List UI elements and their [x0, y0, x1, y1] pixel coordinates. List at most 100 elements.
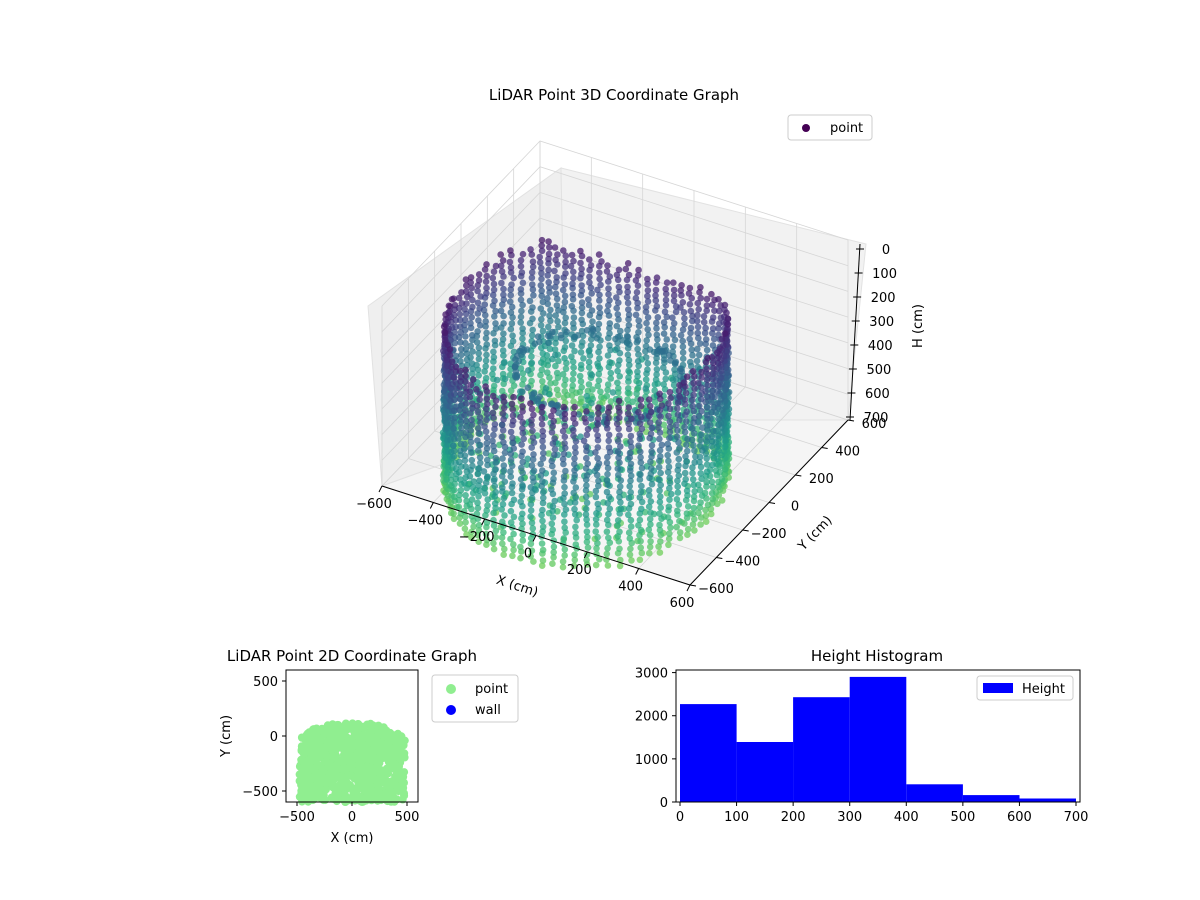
data-point	[466, 410, 474, 417]
data-point	[467, 427, 474, 434]
data-point	[702, 506, 709, 514]
data-point	[657, 538, 664, 545]
data-point	[550, 469, 558, 477]
data-point	[474, 328, 481, 335]
data-point	[530, 451, 537, 458]
data-point	[477, 419, 484, 426]
data-point	[546, 289, 553, 296]
data-point	[683, 373, 691, 381]
data-point	[655, 476, 662, 483]
data-point	[648, 424, 656, 432]
data-point	[647, 509, 654, 516]
data-point	[722, 386, 729, 394]
data-point	[595, 348, 602, 356]
data-point	[595, 320, 603, 328]
data-point	[583, 392, 591, 400]
data-point	[490, 414, 497, 421]
data-point	[587, 262, 595, 269]
data-point	[615, 397, 623, 405]
data-point	[310, 726, 319, 735]
data-point	[545, 266, 552, 274]
data-point	[634, 337, 642, 344]
data-point	[708, 438, 716, 445]
data-point	[583, 431, 591, 439]
data-point	[586, 256, 593, 263]
grid-line	[381, 140, 849, 307]
data-point	[570, 478, 577, 485]
data-point	[462, 378, 469, 386]
data-point	[616, 414, 623, 422]
data-point	[633, 390, 640, 397]
data-point	[715, 478, 722, 486]
data-point	[529, 489, 536, 497]
data-point	[551, 346, 559, 353]
data-point	[500, 330, 507, 338]
data-point	[560, 473, 568, 480]
data-point	[625, 425, 633, 433]
data-point	[710, 404, 717, 411]
data-point	[616, 488, 623, 496]
data-point	[663, 279, 671, 287]
data-point	[539, 517, 546, 525]
data-point	[616, 545, 623, 553]
data-point	[672, 358, 680, 366]
data-point	[312, 781, 320, 790]
x-tick-label-3d: 600	[670, 596, 695, 611]
data-point	[670, 292, 678, 299]
data-point	[508, 400, 516, 408]
data-point	[450, 374, 458, 381]
data-point	[673, 523, 680, 531]
data-point	[548, 429, 556, 436]
data-point	[653, 303, 661, 310]
data-point	[571, 420, 579, 427]
data-point	[451, 480, 459, 488]
y-tick-label-3d: −200	[751, 527, 787, 542]
data-point	[582, 511, 590, 518]
data-point	[469, 348, 476, 355]
data-point	[527, 484, 535, 491]
data-point	[442, 311, 449, 318]
data-point	[530, 439, 538, 446]
data-point	[614, 379, 621, 387]
data-point	[452, 352, 460, 360]
data-point	[583, 538, 591, 546]
histogram-bar	[1019, 798, 1076, 802]
data-point	[586, 273, 593, 281]
data-point	[458, 345, 465, 353]
data-point	[499, 518, 506, 526]
data-point	[571, 455, 578, 462]
data-point	[686, 301, 694, 308]
data-point	[538, 540, 546, 547]
data-point	[575, 411, 583, 418]
data-point	[665, 463, 673, 471]
data-point	[517, 365, 525, 372]
x-tick-3d	[635, 568, 640, 575]
data-point	[700, 318, 708, 326]
data-point	[595, 409, 602, 417]
data-point	[517, 263, 525, 270]
data-point	[510, 496, 518, 504]
data-point	[509, 338, 517, 345]
data-point	[681, 315, 688, 322]
data-point	[519, 448, 526, 456]
data-point	[548, 457, 555, 465]
data-point	[697, 284, 704, 291]
data-point	[661, 308, 669, 316]
data-point	[636, 516, 644, 524]
data-point	[517, 286, 525, 293]
data-point	[708, 442, 715, 450]
data-point	[336, 724, 345, 733]
data-point	[582, 487, 590, 494]
data-point	[519, 537, 527, 544]
data-point	[596, 304, 603, 311]
data-point	[457, 429, 465, 437]
data-point	[596, 343, 603, 351]
data-point	[703, 461, 711, 468]
data-point	[703, 346, 711, 354]
data-point	[656, 390, 663, 398]
data-point	[695, 509, 702, 517]
data-point	[708, 478, 716, 486]
data-point	[547, 317, 554, 325]
data-point	[549, 503, 557, 510]
data-point	[528, 405, 536, 413]
